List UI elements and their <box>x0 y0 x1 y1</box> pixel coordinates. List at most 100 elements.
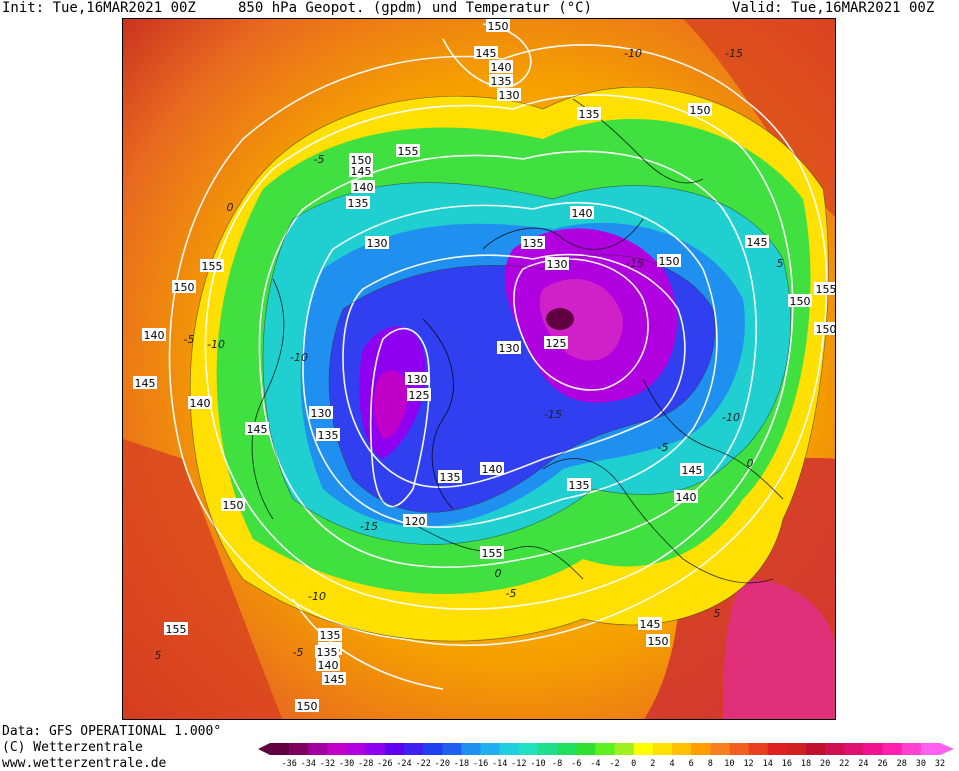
geopotential-label: 135 <box>318 628 342 642</box>
svg-text:140: 140 <box>353 181 374 194</box>
geopotential-label: 145 <box>133 376 157 390</box>
geopotential-label: 120 <box>403 514 427 528</box>
colorbar-tick-label: -22 <box>415 759 430 768</box>
svg-text:140: 140 <box>318 659 339 672</box>
colorbar-tick-label: 18 <box>801 759 811 768</box>
temperature-label: -15 <box>544 408 562 421</box>
geopotential-label: 140 <box>142 328 166 342</box>
colorbar-swatch <box>691 743 711 755</box>
temperature-label: 0 <box>227 201 234 214</box>
svg-text:130: 130 <box>547 258 568 271</box>
geopotential-label: 150 <box>788 294 812 308</box>
colorbar-tick-label: -16 <box>473 759 488 768</box>
colorbar-swatch <box>920 743 941 755</box>
geopotential-label: 140 <box>674 490 698 504</box>
svg-text:155: 155 <box>202 260 223 273</box>
colorbar-swatch <box>423 743 443 755</box>
geopotential-label: 130 <box>497 88 521 102</box>
svg-text:135: 135 <box>579 108 600 121</box>
colorbar-tick-label: -8 <box>552 759 562 768</box>
colorbar-swatch <box>595 743 616 755</box>
geopotential-label: 135 <box>577 107 601 121</box>
colorbar-tick-label: -4 <box>590 759 600 768</box>
colorbar-swatch <box>710 743 730 755</box>
geopotential-label: 155 <box>396 144 420 158</box>
colorbar-max-arrow <box>940 743 954 755</box>
colorbar-tick-label: 14 <box>763 759 773 768</box>
temperature-label: -5 <box>184 333 195 346</box>
svg-text:130: 130 <box>499 342 520 355</box>
colorbar-swatch <box>365 743 386 755</box>
geopotential-label: 135 <box>315 645 339 659</box>
svg-text:145: 145 <box>682 464 703 477</box>
geopotential-label: 155 <box>200 259 224 273</box>
svg-text:155: 155 <box>816 283 837 296</box>
svg-text:135: 135 <box>318 429 339 442</box>
geopotential-label: 135 <box>438 470 462 484</box>
colorbar-swatch <box>404 743 424 755</box>
colorbar-tick-label: 20 <box>820 759 830 768</box>
geopotential-label: 155 <box>480 546 504 560</box>
website-url: www.wetterzentrale.de <box>2 756 167 771</box>
colorbar-swatch <box>308 743 328 755</box>
geopotential-label: 125 <box>544 336 568 350</box>
geopotential-label: 150 <box>646 634 670 648</box>
svg-text:130: 130 <box>407 373 428 386</box>
colorbar-tick-label: -36 <box>281 759 296 768</box>
temperature-label: 0 <box>495 567 502 580</box>
colorbar-tick-label: 30 <box>916 759 926 768</box>
colorbar-tick-label: -30 <box>339 759 354 768</box>
colorbar-tick-label: -28 <box>358 759 373 768</box>
geopotential-label: 145 <box>349 164 373 178</box>
colorbar-tick-label: 12 <box>743 759 753 768</box>
colorbar-swatch <box>882 743 903 755</box>
colorbar-swatch <box>901 743 922 755</box>
geopotential-label: 140 <box>351 180 375 194</box>
colorbar-tick-label: 32 <box>935 759 945 768</box>
colorbar-swatch <box>327 743 348 755</box>
svg-text:140: 140 <box>676 491 697 504</box>
temperature-colorbar: -36 -34 -32 -30 -28 -26 -24 -22 -20 -18 -16 -14 -12-… <box>258 743 954 768</box>
svg-text:150: 150 <box>648 635 669 648</box>
geopotential-label: 125 <box>407 388 431 402</box>
svg-text:140: 140 <box>190 397 211 410</box>
svg-text:135: 135 <box>523 237 544 250</box>
colorbar-tick-label: 16 <box>782 759 792 768</box>
svg-text:130: 130 <box>367 237 388 250</box>
svg-text:135: 135 <box>440 471 461 484</box>
svg-text:150: 150 <box>488 20 509 33</box>
geopotential-label: 145 <box>638 617 662 631</box>
temperature-label: -10 <box>207 338 225 351</box>
colorbar-swatch <box>614 743 635 755</box>
colorbar-tick-label: -18 <box>454 759 469 768</box>
svg-text:145: 145 <box>476 47 497 60</box>
temperature-label: -10 <box>624 47 642 60</box>
colorbar-tick-label: 24 <box>858 759 868 768</box>
geopotential-label: 155 <box>814 282 837 296</box>
geopotential-label: 145 <box>680 463 704 477</box>
svg-text:145: 145 <box>351 165 372 178</box>
geopotential-label: 130 <box>497 341 521 355</box>
colorbar-swatch <box>461 743 482 755</box>
colorbar-tick-label: 26 <box>877 759 887 768</box>
svg-text:125: 125 <box>409 389 430 402</box>
colorbar-swatch <box>557 743 577 755</box>
colorbar-swatch <box>863 743 884 755</box>
geopotential-label: 140 <box>570 206 594 220</box>
colorbar-swatch <box>384 743 405 755</box>
temperature-label: -5 <box>506 587 517 600</box>
colorbar-swatch <box>538 743 558 755</box>
svg-text:145: 145 <box>747 236 768 249</box>
temperature-label: -15 <box>360 520 378 533</box>
colorbar-tick-label: -6 <box>571 759 581 768</box>
colorbar-tick-label: -12 <box>511 759 526 768</box>
geopotential-label: 150 <box>349 153 373 167</box>
colorbar-swatch <box>748 743 769 755</box>
svg-text:130: 130 <box>499 89 520 102</box>
colorbar-tick-label: 10 <box>724 759 734 768</box>
temperature-label: -5 <box>314 153 325 166</box>
geopotential-label: 150 <box>657 254 681 268</box>
svg-text:150: 150 <box>659 255 680 268</box>
colorbar-tick-label: 28 <box>897 759 907 768</box>
